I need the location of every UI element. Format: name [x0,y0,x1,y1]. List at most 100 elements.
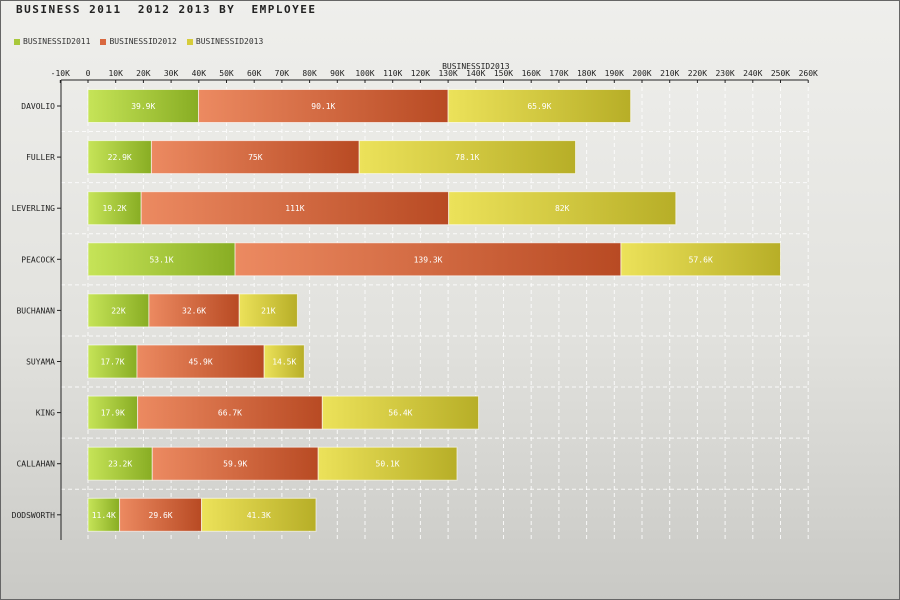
bar-segment [317,446,458,481]
bar-value-label: 50.1K [376,460,400,469]
bar-segment [198,89,449,123]
bar-segment [151,446,319,481]
bar-segment [87,497,121,532]
bar-value-label: 14.5K [272,358,296,367]
bar-value-label: 56.4K [388,409,412,418]
bar-value-label: 19.2K [103,204,127,213]
legend-swatch [100,38,107,45]
x-tick-label: 190K [605,69,624,78]
x-tick-label: 20K [136,69,151,78]
bar-value-label: 78.1K [455,153,479,162]
bar-value-label: 11.4K [92,511,116,520]
bar-value-label: 75K [248,153,263,162]
x-tick-label: 50K [219,69,234,78]
bar-segment [448,191,677,226]
bar-value-label: 23.2K [108,460,132,469]
bar-value-label: 66.7K [218,409,242,418]
legend-swatch [14,38,20,45]
x-tick-label: 140K [466,69,485,78]
bar-value-label: 41.3K [247,511,271,520]
bar-segment [119,497,203,532]
bar-value-label: 17.7K [100,358,124,367]
bar-segment [238,293,298,328]
bar-segment [150,140,360,175]
y-tick-label: FULLER [26,153,55,162]
x-tick-label: 90K [330,69,345,78]
bar-value-label: 111K [285,204,304,213]
legend-item: BUSINESSID2012 [100,37,177,46]
y-tick-label: BUCHANAN [16,306,55,315]
y-tick-label: CALLAHAN [16,460,55,469]
chart-title: BUSINESS 2011 2012 2013 BY EMPLOYEE [16,3,317,16]
bar-segment [140,191,450,226]
bar-segment [358,140,577,175]
legend-label: BUSINESSID2013 [195,37,264,46]
bar-segment [87,344,138,379]
legend: BUSINESSID2011 BUSINESSID2012 BUSINESSID20… [14,37,263,46]
x-tick-label: -10K [51,69,70,78]
x-tick-label: 80K [302,69,317,78]
bar-value-label: 57.6K [689,255,713,264]
bar-value-label: 65.9K [527,102,551,111]
y-tick-label: DODSWORTH [12,511,56,520]
bar-segment [87,89,200,123]
y-tick-label: PEACOCK [21,255,55,264]
x-tick-label: 60K [247,69,262,78]
x-tick-label: 260K [799,69,818,78]
x-tick-label: 100K [355,69,374,78]
bar-segment [201,497,317,532]
legend-label: BUSINESSID2011 [23,37,91,46]
x-tick-label: 250K [771,69,790,78]
bar-value-label: 39.9K [131,102,155,111]
y-tick-label: SUYAMA [26,358,55,367]
bar-segment [447,89,632,123]
bar-value-label: 53.1K [149,255,173,264]
bar-segment [137,395,323,430]
bar-value-label: 22.9K [108,153,132,162]
x-tick-label: 70K [275,69,290,78]
bar-value-label: 21K [261,306,276,315]
x-tick-label: 240K [743,69,762,78]
x-tick-label: 150K [494,69,513,78]
bar-value-label: 22K [111,306,126,315]
bar-segment [136,344,265,379]
x-axis-title: BUSINESSID2013 [442,62,510,71]
bar-segment [234,242,622,277]
y-tick-label: LEVERLING [12,204,56,213]
x-tick-label: 170K [549,69,568,78]
y-tick-label: DAVOLIO [21,102,55,111]
x-tick-label: 0 [86,69,91,78]
legend-label: BUSINESSID2012 [109,37,177,46]
x-tick-label: 230K [715,69,734,78]
x-tick-label: 110K [383,69,402,78]
bar-value-label: 32.6K [182,306,206,315]
x-tick-label: 180K [577,69,596,78]
bar-value-label: 45.9K [189,358,213,367]
x-tick-label: 130K [438,69,457,78]
x-tick-label: 30K [164,69,179,78]
bar-segment [620,242,781,277]
bar-value-label: 29.6K [149,511,173,520]
legend-item: BUSINESSID2011 [14,37,90,46]
bar-segment [321,395,480,430]
x-tick-label: 40K [192,69,207,78]
bar-segment [87,293,150,328]
legend-item: BUSINESSID2013 [186,37,264,46]
bar-value-label: 82K [555,204,570,213]
bar-value-label: 139.3K [414,255,443,264]
bar-value-label: 90.1K [311,102,335,111]
x-tick-label: 210K [660,69,679,78]
x-tick-label: 10K [108,69,123,78]
bar-value-label: 17.9K [101,409,125,418]
bar-segment [263,344,305,379]
bar-segment [87,140,152,175]
bar-value-label: 59.9K [223,460,247,469]
x-tick-label: 160K [522,69,541,78]
y-tick-label: KING [36,409,55,418]
bar-segment [87,395,139,430]
x-tick-label: 120K [411,69,430,78]
x-tick-label: 220K [688,69,707,78]
legend-swatch [186,38,193,45]
bar-segment [87,191,142,226]
